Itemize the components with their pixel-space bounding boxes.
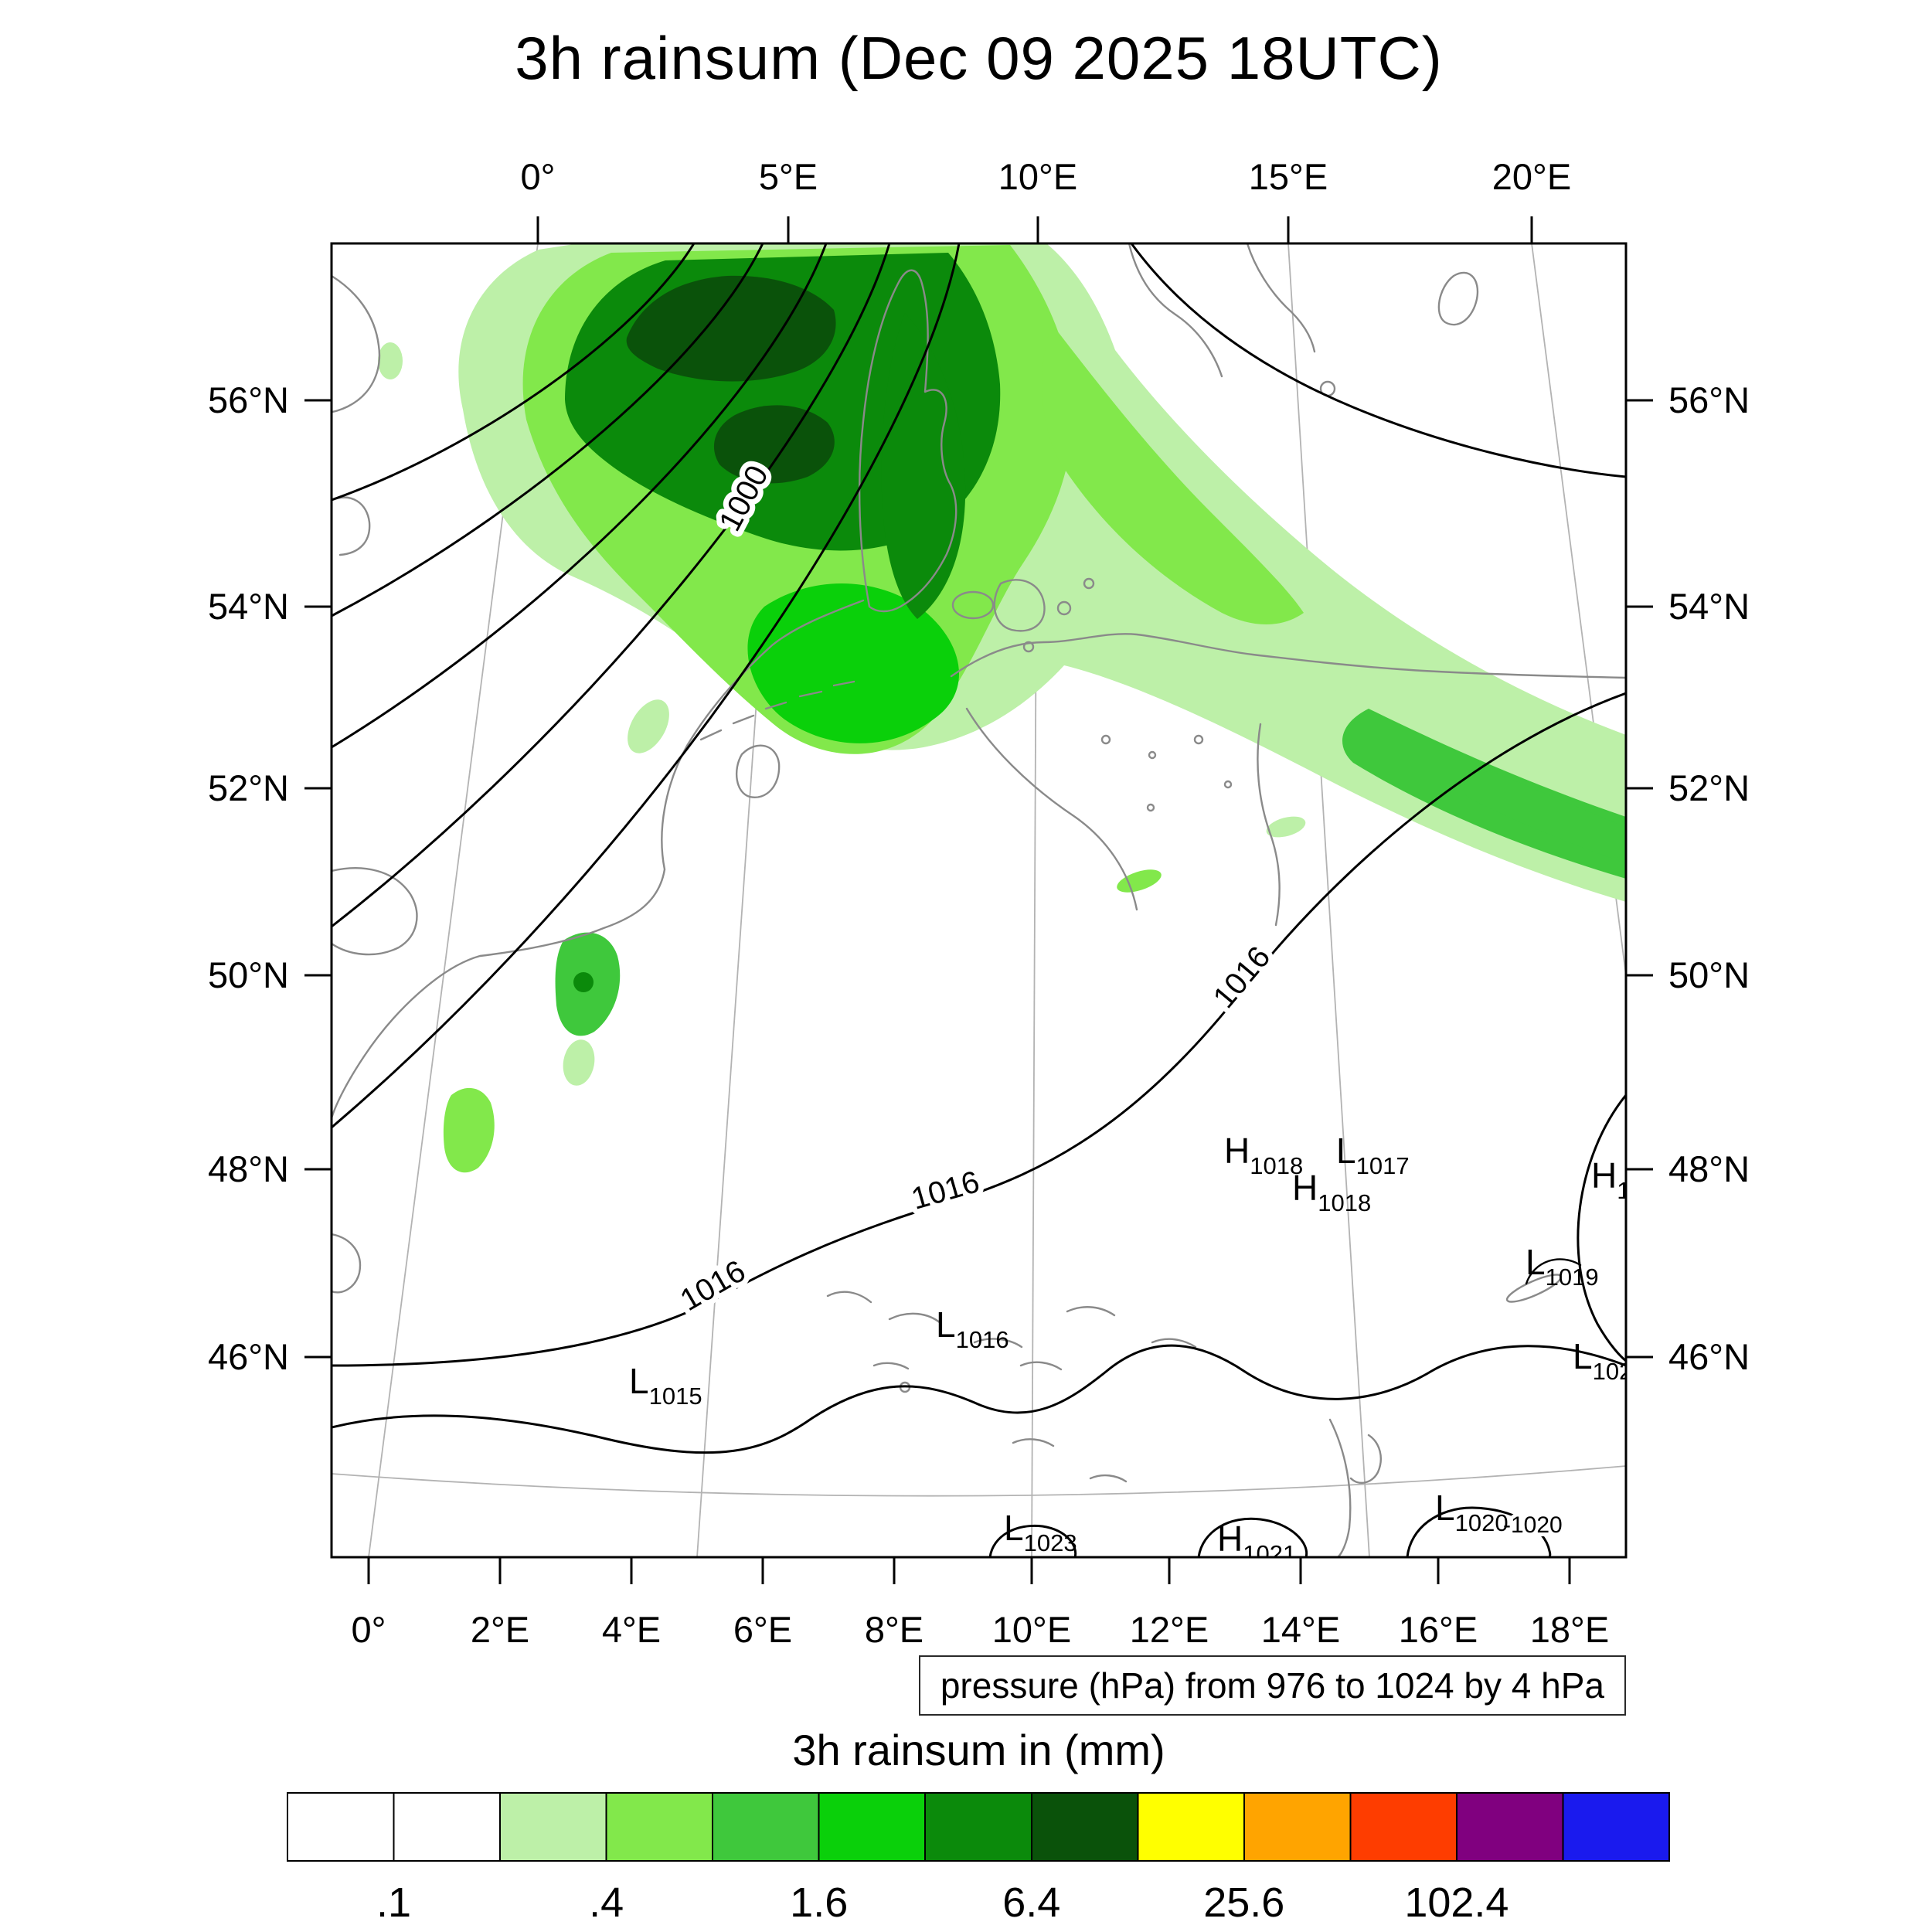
- pressure-center: H10: [1591, 1155, 1644, 1204]
- page-title: 3h rainsum (Dec 09 2025 18UTC): [515, 24, 1443, 92]
- pressure-center: H1018: [1292, 1168, 1371, 1216]
- bottom-axis-label: 2°E: [471, 1609, 529, 1650]
- pressure-center: L1016: [936, 1304, 1009, 1353]
- bottom-axis-label: 6°E: [733, 1609, 792, 1650]
- right-axis-label: 50°N: [1668, 954, 1750, 995]
- colorbar-cell: [1137, 1792, 1245, 1862]
- pressure-center: L1015: [629, 1361, 702, 1410]
- left-axis-label: 54°N: [208, 586, 289, 627]
- colorbar-tick-label: .4: [589, 1879, 624, 1926]
- axis-ticks: [304, 216, 1653, 1584]
- colorbar-cell: [1562, 1792, 1670, 1862]
- axis-labels: 0° 5°E 10°E 15°E 20°E 0° 2°E 4°E 6°E 8°E…: [208, 156, 1750, 1650]
- left-axis-label: 48°N: [208, 1148, 289, 1189]
- colorbar-cell: [1455, 1792, 1564, 1862]
- left-axis-label: 52°N: [208, 767, 289, 808]
- right-axis-label: 56°N: [1668, 379, 1750, 420]
- pressure-center: L1019: [1526, 1242, 1599, 1291]
- bottom-axis-label: 8°E: [865, 1609, 923, 1650]
- left-axis-label: 50°N: [208, 954, 289, 995]
- precip-region-vivid: [747, 583, 960, 743]
- colorbar-cell: [1030, 1792, 1139, 1862]
- colorbar-tick-labels: .1 .4 1.6 6.4 25.6 102.4: [376, 1879, 1509, 1926]
- pressure-contours: [332, 243, 1626, 1557]
- pressure-center: L1023: [1004, 1508, 1077, 1556]
- colorbar-tick-label: 1.6: [790, 1879, 848, 1926]
- pressure-center: H1021: [1217, 1519, 1296, 1567]
- bottom-axis-label: 12°E: [1130, 1609, 1209, 1650]
- colorbar-tick-label: 6.4: [1002, 1879, 1060, 1926]
- pressure-center: H1018: [1224, 1131, 1303, 1179]
- bottom-axis-label: 0°: [352, 1609, 386, 1650]
- top-axis-label: 20°E: [1492, 156, 1571, 197]
- colorbar-cell: [287, 1792, 395, 1862]
- colorbar-cell: [393, 1792, 502, 1862]
- map-frame: [330, 242, 1628, 1559]
- top-axis-label: 0°: [521, 156, 556, 197]
- pressure-center-labels: H1018 L1017 H1018 H10 L1019 L102 L1015 L…: [629, 1131, 1644, 1567]
- top-axis-label: 5°E: [759, 156, 818, 197]
- colorbar-cells: [287, 1792, 1670, 1862]
- colorbar-cell: [499, 1792, 607, 1862]
- colorbar-title: 3h rainsum in (mm): [792, 1726, 1165, 1774]
- right-axis-label: 54°N: [1668, 586, 1750, 627]
- left-axis-label: 46°N: [208, 1336, 289, 1377]
- top-axis-label: 15°E: [1249, 156, 1328, 197]
- right-axis-label: 46°N: [1668, 1336, 1750, 1377]
- bottom-axis-label: 10°E: [992, 1609, 1071, 1650]
- contour-label-1016-sw: 1016: [675, 1253, 751, 1318]
- colorbar-cell: [1243, 1792, 1352, 1862]
- pressure-center: L1020: [1435, 1488, 1509, 1536]
- right-axis-label: 52°N: [1668, 767, 1750, 808]
- weather-map-svg: 1000 1016 1016 1016 -1020 H1018 L1017 H1…: [208, 156, 1750, 1650]
- contour-label-1016-ne: 1016: [1207, 940, 1277, 1014]
- bottom-axis-label: 18°E: [1530, 1609, 1609, 1650]
- colorbar-cell: [712, 1792, 820, 1862]
- colorbar-tick-label: 102.4: [1404, 1879, 1509, 1926]
- colorbar-cell: [1349, 1792, 1458, 1862]
- pressure-contour-legend: pressure (hPa) from 976 to 1024 by 4 hPa: [918, 1655, 1626, 1716]
- contour-label-1020: -1020: [1503, 1512, 1563, 1538]
- colorbar-cell: [818, 1792, 927, 1862]
- bottom-axis-label: 14°E: [1261, 1609, 1340, 1650]
- colorbar-cell: [924, 1792, 1032, 1862]
- coastlines: [332, 243, 1626, 1557]
- top-axis-label: 10°E: [998, 156, 1077, 197]
- pressure-center: L1017: [1336, 1131, 1410, 1179]
- left-axis-label: 56°N: [208, 379, 289, 420]
- contour-label-1016-mid: 1016: [908, 1165, 984, 1216]
- precip-region-medium: [555, 709, 1626, 1036]
- pressure-center: L102: [1573, 1336, 1632, 1385]
- colorbar: .1 .4 1.6 6.4 25.6 102.4: [287, 1792, 1670, 1932]
- bottom-axis-label: 16°E: [1399, 1609, 1478, 1650]
- colorbar-tick-label: .1: [376, 1879, 411, 1926]
- colorbar-cell: [605, 1792, 714, 1862]
- colorbar-svg: .1 .4 1.6 6.4 25.6 102.4: [287, 1792, 1670, 1926]
- bottom-axis-label: 4°E: [602, 1609, 661, 1650]
- colorbar-tick-label: 25.6: [1203, 1879, 1284, 1926]
- precip-region-darkest: [626, 275, 836, 484]
- right-axis-label: 48°N: [1668, 1148, 1750, 1189]
- map: 1000 1016 1016 1016 -1020 H1018 L1017 H1…: [208, 156, 1750, 1650]
